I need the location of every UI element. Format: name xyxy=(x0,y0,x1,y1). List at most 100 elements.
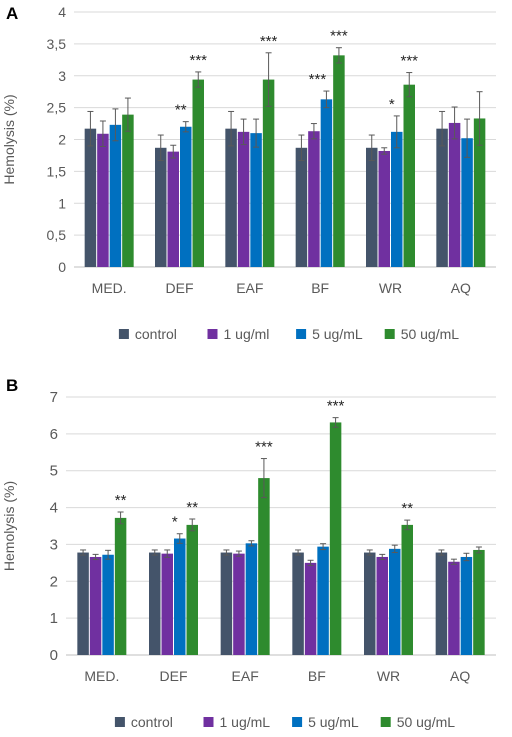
y-tick-label: 1 xyxy=(50,610,58,627)
x-tick-label: AQ xyxy=(450,668,470,684)
panel-label: A xyxy=(6,4,19,23)
y-tick-label: 7 xyxy=(50,389,58,406)
legend-label: 1 ug/mL xyxy=(220,714,271,730)
bar xyxy=(180,126,192,267)
significance-label: *** xyxy=(260,33,278,50)
x-tick-label: EAF xyxy=(232,668,259,684)
significance-label: ** xyxy=(175,102,187,119)
bar xyxy=(237,131,250,267)
bar xyxy=(376,556,388,655)
legend-label: 1 ug/ml xyxy=(224,326,270,342)
bar xyxy=(460,556,473,655)
significance-label: *** xyxy=(309,71,327,88)
bar xyxy=(167,151,179,267)
significance-label: *** xyxy=(330,28,348,45)
bar xyxy=(308,131,320,267)
y-axis-label: Hemolysis (%) xyxy=(1,481,17,571)
y-tick-label: 0,5 xyxy=(47,227,67,243)
y-axis-label: Hemolysis (%) xyxy=(1,94,17,184)
bar xyxy=(364,552,376,655)
y-tick-label: 6 xyxy=(50,426,58,443)
bar xyxy=(186,524,198,655)
bar xyxy=(448,122,461,267)
bar xyxy=(435,552,448,655)
y-tick-label: 0 xyxy=(50,647,58,664)
y-tick-label: 4 xyxy=(58,4,66,20)
x-tick-label: WR xyxy=(377,668,400,684)
x-tick-label: BF xyxy=(311,280,329,296)
x-tick-label: WR xyxy=(379,280,402,296)
bar xyxy=(403,84,415,267)
legend-swatch xyxy=(118,329,129,339)
legend-label: 5 ug/mL xyxy=(308,714,359,730)
legend-swatch xyxy=(292,717,303,727)
panel-label: B xyxy=(6,376,19,395)
significance-label: ** xyxy=(115,492,127,509)
significance-label: * xyxy=(389,96,395,113)
significance-label: *** xyxy=(189,52,207,69)
bar xyxy=(89,556,102,655)
panel-a: A 0 0,5 1 1,5 2 2,5 3 3,5 4 Hemolysis (%) MED. DEF *… xyxy=(0,0,512,355)
x-tick-label: BF xyxy=(308,668,326,684)
y-tick-label: 1,5 xyxy=(47,163,67,179)
x-tick-label: DEF xyxy=(166,280,194,296)
legend-label: 50 ug/mL xyxy=(397,714,456,730)
bar xyxy=(436,128,448,267)
significance-label: * xyxy=(172,514,178,531)
bar xyxy=(304,562,317,655)
bar xyxy=(114,517,127,655)
bar xyxy=(333,55,345,267)
bar xyxy=(329,422,342,655)
significance-label: ** xyxy=(186,499,198,516)
y-tick-label: 4 xyxy=(50,500,58,517)
bar xyxy=(401,524,413,655)
bar xyxy=(77,552,89,655)
legend-swatch xyxy=(114,717,125,727)
x-tick-label: AQ xyxy=(451,280,471,296)
legend-swatch xyxy=(380,717,391,727)
bar xyxy=(389,548,401,655)
bar xyxy=(109,124,122,268)
bar xyxy=(292,552,304,655)
bar xyxy=(245,543,258,655)
y-tick-label: 2 xyxy=(50,573,58,590)
bar xyxy=(102,554,114,655)
y-tick-label: 3,5 xyxy=(47,36,67,52)
significance-label: *** xyxy=(255,439,273,456)
bar xyxy=(220,552,233,655)
bar xyxy=(317,546,329,655)
bar xyxy=(473,549,485,655)
significance-label: *** xyxy=(400,53,418,70)
bar xyxy=(473,118,486,268)
bar xyxy=(225,128,237,267)
y-tick-label: 0 xyxy=(58,259,66,275)
legend-swatch xyxy=(296,329,307,339)
bar xyxy=(174,538,186,655)
legend-swatch xyxy=(384,329,395,339)
legend-swatch xyxy=(203,717,214,727)
x-tick-label: DEF xyxy=(160,668,188,684)
significance-label: *** xyxy=(327,398,345,415)
bar xyxy=(461,138,473,267)
bar xyxy=(122,114,134,267)
legend-label: 5 ug/mL xyxy=(312,326,363,342)
bar xyxy=(295,147,308,267)
bar xyxy=(366,147,378,267)
bar xyxy=(378,150,390,267)
y-tick-label: 2,5 xyxy=(47,100,67,116)
bar xyxy=(192,79,204,267)
y-tick-label: 3 xyxy=(58,68,66,84)
bar xyxy=(262,79,275,267)
bar xyxy=(84,128,97,267)
bar xyxy=(250,133,262,267)
bar xyxy=(448,561,460,655)
y-tick-label: 3 xyxy=(50,536,58,553)
bar xyxy=(258,478,270,655)
bar xyxy=(391,131,403,267)
bar xyxy=(233,553,245,655)
bar xyxy=(149,552,161,655)
legend-label: 50 ug/mL xyxy=(401,326,460,342)
bar xyxy=(155,147,167,267)
